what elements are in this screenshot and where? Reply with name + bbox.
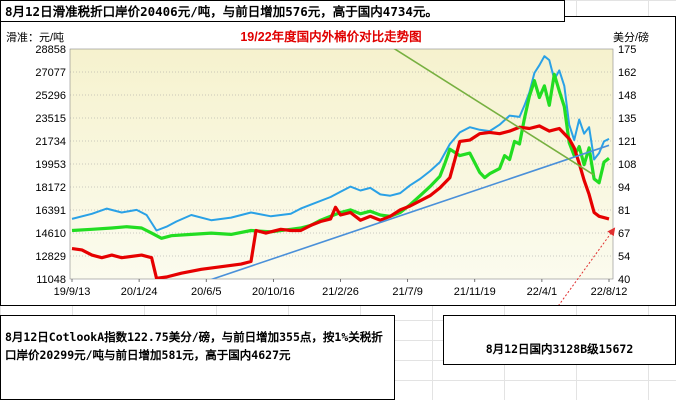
y-right-tick-label: 67 (618, 228, 630, 240)
y-left-tick-label: 25296 (35, 90, 66, 102)
series-line-2 (71, 72, 610, 240)
y-left-tick-label: 14610 (35, 228, 66, 240)
y-right-tick-label: 135 (618, 113, 636, 125)
price-comparison-chart: 19/22年度国内外棉价对比走势图 滑准：元/吨 美分/磅 11048 12829… (6, 29, 649, 310)
series-line-3 (71, 124, 610, 279)
y-left-tick-label: 19953 (35, 159, 66, 171)
y-axis-right-label: 美分/磅 (613, 30, 649, 44)
y-left-tick-label: 23515 (35, 113, 66, 125)
y-right-tick-label: 94 (618, 182, 630, 194)
chart-frame: 19/22年度国内外棉价对比走势图 滑准：元/吨 美分/磅 11048 12829… (0, 16, 676, 310)
trendline-2 (393, 49, 595, 176)
y-right-tick-label: 175 (618, 44, 636, 56)
x-tick-label: 20/6/5 (191, 286, 222, 298)
y-axis-left-label: 滑准：元/吨 (6, 31, 64, 44)
note-bottom-left: 8月12日CotlookA指数122.75美分/磅，与前日增加355点，按1%关… (0, 315, 395, 400)
y-left-tick-label: 27077 (35, 67, 66, 79)
y-left-tick-label: 16391 (35, 205, 66, 217)
note-top: 8月12日滑准税折口岸价20406元/吨，与前日增加576元，高于国内4734元… (0, 0, 565, 22)
x-tick-label: 21/11/19 (454, 286, 496, 298)
annotation-arrow (555, 227, 616, 310)
y-right-tick-label: 162 (618, 67, 636, 79)
x-tick-label: 20/1/24 (121, 286, 158, 298)
x-tick-label: 20/10/16 (252, 286, 295, 298)
x-tick-label: 22/4/1 (527, 286, 558, 298)
y-left-tick-label: 21734 (35, 136, 66, 148)
x-tick-label: 19/9/13 (54, 286, 91, 298)
series-line-1 (71, 55, 610, 232)
trendline-1 (210, 144, 610, 279)
y-left-tick-label: 12829 (35, 251, 66, 263)
note-bottom-right: 8月12日国内3128B级15672 (443, 315, 676, 365)
y-right-tick-label: 40 (618, 274, 630, 286)
x-tick-label: 21/7/9 (392, 286, 423, 298)
chart-title: 19/22年度国内外棉价对比走势图 (240, 29, 421, 44)
y-left-tick-label: 28858 (35, 44, 66, 56)
y-right-tick-label: 121 (618, 136, 636, 148)
y-right-tick-label: 54 (618, 251, 630, 263)
y-right-tick-label: 148 (618, 90, 636, 102)
x-tick-label: 21/2/26 (322, 286, 359, 298)
y-left-tick-label: 18172 (35, 182, 66, 194)
x-tick-label: 22/8/12 (591, 286, 628, 298)
y-right-tick-label: 108 (618, 159, 636, 171)
y-right-tick-label: 81 (618, 205, 630, 217)
y-left-tick-label: 11048 (36, 274, 66, 286)
